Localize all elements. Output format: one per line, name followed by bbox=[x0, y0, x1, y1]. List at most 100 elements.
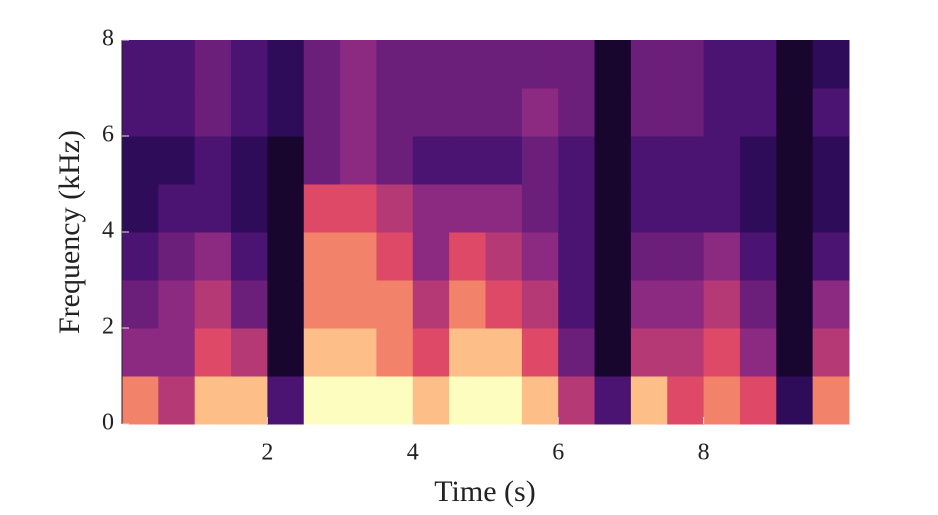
spectrogram-cell bbox=[703, 40, 741, 89]
spectrogram-cell bbox=[340, 88, 377, 137]
spectrogram-cell bbox=[667, 40, 705, 89]
spectrogram-cell bbox=[485, 88, 523, 137]
spectrogram-cell bbox=[158, 136, 196, 185]
spectrogram-cell bbox=[594, 88, 632, 137]
spectrogram-cell bbox=[194, 40, 232, 89]
x-tick-label: 2 bbox=[261, 440, 273, 466]
spectrogram-cell bbox=[521, 136, 559, 185]
spectrogram-cell bbox=[594, 184, 632, 233]
spectrogram-cell bbox=[158, 376, 196, 425]
spectrogram-cell bbox=[376, 184, 414, 233]
spectrogram-cell bbox=[630, 232, 668, 281]
spectrogram-cell bbox=[739, 328, 777, 377]
spectrogram-cell bbox=[449, 136, 486, 185]
spectrogram-cell bbox=[667, 88, 705, 137]
spectrogram-cell bbox=[667, 232, 705, 281]
spectrogram-cell bbox=[485, 184, 523, 233]
spectrogram-cell bbox=[521, 376, 559, 425]
spectrogram-cell bbox=[231, 88, 268, 137]
spectrogram-cell bbox=[703, 136, 741, 185]
spectrogram-cell bbox=[158, 184, 196, 233]
spectrogram-cell bbox=[667, 376, 705, 425]
spectrogram-cell bbox=[812, 328, 850, 377]
spectrogram-cell bbox=[630, 376, 668, 425]
spectrogram-cell bbox=[340, 232, 377, 281]
spectrogram-cell bbox=[194, 328, 232, 377]
x-tick-label: 6 bbox=[552, 440, 564, 466]
spectrogram-cell bbox=[412, 376, 450, 425]
spectrogram-cell bbox=[122, 88, 159, 137]
spectrogram-cell bbox=[303, 232, 341, 281]
spectrogram-cell bbox=[776, 184, 814, 233]
spectrogram-cell bbox=[739, 232, 777, 281]
spectrogram-cell bbox=[267, 232, 305, 281]
spectrogram-cell bbox=[231, 280, 268, 329]
spectrogram-cell bbox=[303, 40, 341, 89]
spectrogram-cell bbox=[485, 376, 523, 425]
spectrogram-cell bbox=[376, 376, 414, 425]
spectrogram-cell bbox=[449, 184, 486, 233]
spectrogram-cell bbox=[485, 328, 523, 377]
spectrogram-cell bbox=[303, 280, 341, 329]
spectrogram-cell bbox=[558, 88, 596, 137]
spectrogram-cell bbox=[303, 376, 341, 425]
spectrogram-cell bbox=[703, 376, 741, 425]
spectrogram-cell bbox=[267, 40, 305, 89]
spectrogram-cell bbox=[667, 184, 705, 233]
spectrogram-cell bbox=[521, 232, 559, 281]
spectrogram-cell bbox=[412, 232, 450, 281]
spectrogram-cell bbox=[812, 376, 850, 425]
spectrogram-cell bbox=[703, 280, 741, 329]
spectrogram-cell bbox=[267, 376, 305, 425]
spectrogram-cell bbox=[558, 184, 596, 233]
spectrogram-cell bbox=[194, 184, 232, 233]
spectrogram-cell bbox=[412, 136, 450, 185]
spectrogram-cell bbox=[521, 328, 559, 377]
spectrogram-cell bbox=[630, 88, 668, 137]
spectrogram-cell bbox=[558, 280, 596, 329]
spectrogram-cell bbox=[122, 40, 159, 89]
spectrogram-cell bbox=[122, 280, 159, 329]
spectrogram-cell bbox=[449, 88, 486, 137]
spectrogram-cell bbox=[594, 136, 632, 185]
y-tick-label: 2 bbox=[102, 314, 114, 340]
spectrogram-cell bbox=[340, 40, 377, 89]
spectrogram-cell bbox=[231, 184, 268, 233]
spectrogram-cell bbox=[739, 184, 777, 233]
spectrogram-cell bbox=[194, 136, 232, 185]
spectrogram-cell bbox=[376, 136, 414, 185]
spectrogram-cell bbox=[630, 184, 668, 233]
spectrogram-cell bbox=[231, 40, 268, 89]
spectrogram-cell bbox=[303, 136, 341, 185]
spectrogram-cell bbox=[485, 232, 523, 281]
spectrogram-cell bbox=[449, 40, 486, 89]
spectrogram-cell bbox=[776, 376, 814, 425]
spectrogram-cell bbox=[231, 232, 268, 281]
y-tick-label: 6 bbox=[102, 122, 114, 148]
spectrogram-cell bbox=[739, 280, 777, 329]
spectrogram-cell bbox=[303, 328, 341, 377]
spectrogram-cell bbox=[194, 376, 232, 425]
spectrogram-cell bbox=[776, 328, 814, 377]
spectrogram-cell bbox=[667, 136, 705, 185]
spectrogram-cell bbox=[485, 40, 523, 89]
spectrogram-cell bbox=[194, 280, 232, 329]
spectrogram-cell bbox=[703, 232, 741, 281]
spectrogram-cell bbox=[158, 328, 196, 377]
spectrogram-cell bbox=[231, 136, 268, 185]
x-tick-label: 8 bbox=[698, 440, 710, 466]
spectrogram-cell bbox=[449, 376, 486, 425]
spectrogram-cell bbox=[122, 232, 159, 281]
spectrogram-cell bbox=[776, 232, 814, 281]
spectrogram-cell bbox=[739, 376, 777, 425]
y-tick-label: 4 bbox=[102, 218, 114, 244]
spectrogram-cell bbox=[376, 280, 414, 329]
spectrogram-cell bbox=[340, 280, 377, 329]
spectrogram-cell bbox=[449, 232, 486, 281]
spectrogram-cell bbox=[194, 232, 232, 281]
x-tick-label: 4 bbox=[407, 440, 419, 466]
spectrogram-cell bbox=[267, 88, 305, 137]
spectrogram-cell bbox=[340, 136, 377, 185]
